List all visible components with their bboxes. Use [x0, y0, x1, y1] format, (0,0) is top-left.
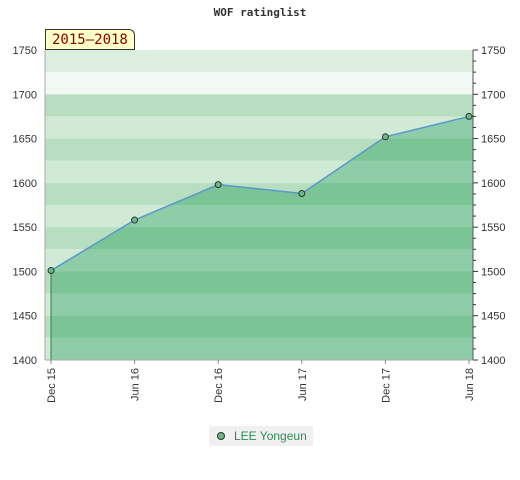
series-area: [51, 116, 473, 360]
x-tick-label: Jun 16: [130, 368, 142, 401]
y-tick-label-right: 1450: [481, 311, 505, 323]
area-stripe: [45, 205, 473, 228]
y-tick-label-left: 1700: [13, 89, 37, 101]
data-point: [381, 133, 389, 141]
y-tick-label-right: 1750: [481, 45, 505, 57]
y-tick-label-left: 1550: [13, 222, 37, 234]
y-tick-label-left: 1750: [13, 45, 37, 57]
area-stripe: [45, 293, 473, 316]
x-tick-label: Dec 16: [213, 368, 225, 403]
area-stripe: [45, 72, 473, 95]
data-point: [47, 267, 55, 275]
period-badge: 2015–2018: [45, 29, 135, 50]
x-tick-label: Jun 18: [464, 368, 476, 401]
area-layer: [45, 72, 473, 360]
y-tick-label-right: 1500: [481, 266, 505, 278]
background-band: [45, 72, 473, 95]
background-band: [45, 94, 473, 117]
x-tick-label: Jun 17: [297, 368, 309, 401]
y-tick-label-left: 1450: [13, 311, 37, 323]
y-tick-label-right: 1650: [481, 134, 505, 146]
x-ticks: Dec 15 Jun 16 Dec 16 Jun 17 Dec 17 Jun 18: [46, 360, 476, 403]
y-ticks-right: 1400 1450 1500 1550 1600 1650 1700 1750: [473, 45, 505, 367]
background-band: [45, 50, 473, 73]
series-line: [50, 115, 470, 272]
x-tick-label: Dec 17: [380, 368, 392, 403]
legend[interactable]: LEE Yongeun: [209, 426, 313, 446]
y-tick-label-left: 1500: [13, 266, 37, 278]
y-tick-label-right: 1550: [481, 222, 505, 234]
legend-swatch: [217, 432, 225, 440]
y-tick-label-right: 1400: [481, 355, 505, 367]
data-point: [214, 181, 222, 189]
y-tick-label-left: 1650: [13, 134, 37, 146]
data-point: [131, 216, 139, 224]
area-stripe: [45, 249, 473, 272]
data-point: [298, 189, 306, 197]
area-stripe: [45, 160, 473, 183]
area-stripe: [45, 116, 473, 139]
x-tick-label: Dec 15: [46, 368, 58, 403]
area-stripe: [45, 337, 473, 360]
data-point: [465, 112, 473, 120]
y-tick-label-right: 1700: [481, 89, 505, 101]
y-tick-label-left: 1600: [13, 178, 37, 190]
y-ticks-left: 1400 1450 1500 1550 1600 1650 1700 1750: [13, 45, 37, 367]
chart-title: WOF ratinglist: [213, 6, 307, 19]
y-tick-label-right: 1600: [481, 178, 505, 190]
y-tick-label-left: 1400: [13, 355, 37, 367]
legend-series-label: LEE Yongeun: [234, 429, 307, 443]
data-markers: [47, 112, 473, 275]
background-band: [45, 116, 473, 139]
